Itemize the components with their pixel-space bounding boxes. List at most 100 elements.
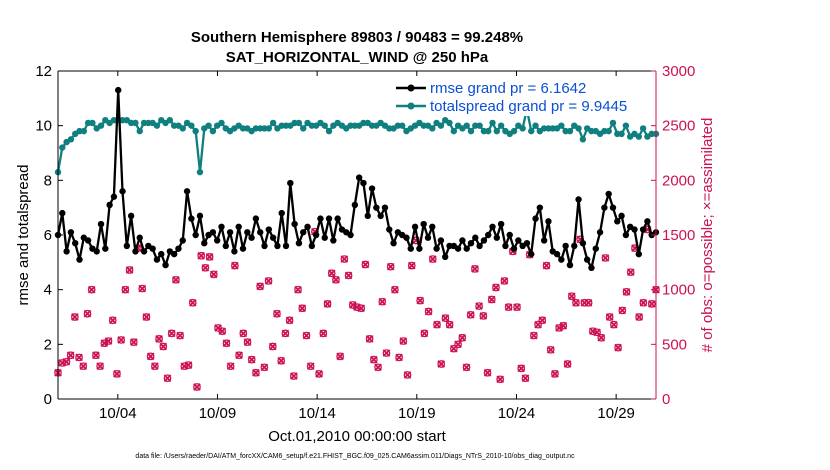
y-tick-left-label: 8 <box>44 172 52 189</box>
rmse-point <box>67 229 75 236</box>
rmse-point <box>312 231 320 239</box>
obs-assimilated-marker <box>542 261 551 270</box>
obs-possible-marker <box>239 329 248 338</box>
legend-rmse-label: rmse grand pr = 6.1642 <box>430 80 586 97</box>
rmse-point <box>429 223 436 230</box>
y-tick-left-label: 0 <box>44 391 52 408</box>
obs-assimilated-marker <box>365 335 374 343</box>
obs-assimilated-marker <box>344 271 353 280</box>
legend-spread-label: totalspread grand pr = 9.9445 <box>430 98 627 115</box>
rmse-point <box>368 185 376 192</box>
obs-possible-marker <box>281 329 290 338</box>
obs-assimilated-marker <box>252 368 260 377</box>
totalspread-point <box>166 117 174 124</box>
totalspread-point <box>485 127 492 135</box>
rmse-point <box>321 234 328 241</box>
obs-assimilated-marker <box>500 277 509 285</box>
rmse-point <box>282 242 290 250</box>
totalspread-point <box>532 122 539 129</box>
rmse-point <box>566 261 574 269</box>
obs-assimilated-marker <box>327 269 336 278</box>
obs-assimilated-marker <box>374 363 382 372</box>
rmse-point <box>605 190 612 198</box>
rmse-point <box>644 218 651 225</box>
obs-possible-marker <box>542 261 551 270</box>
rmse-point <box>510 245 518 252</box>
obs-possible-marker <box>601 254 610 262</box>
obs-possible-marker <box>188 298 197 307</box>
obs-assimilated-marker <box>205 253 214 261</box>
obs-assimilated-marker <box>167 329 176 338</box>
x-tick-label: 10/29 <box>597 405 635 422</box>
y-tick-right-label: 2500 <box>662 118 695 135</box>
obs-possible-marker <box>268 342 277 351</box>
obs-assimilated-marker <box>336 352 344 361</box>
totalspread-point <box>295 119 303 127</box>
obs-possible-marker <box>298 304 307 313</box>
rmse-point <box>579 240 587 247</box>
rmse-point <box>407 245 414 252</box>
obs-possible-marker <box>264 277 273 285</box>
rmse-point <box>411 223 419 230</box>
x-tick-label: 10/19 <box>398 405 436 422</box>
obs-possible-marker <box>610 320 618 329</box>
rmse-point <box>364 212 371 220</box>
rmse-point <box>485 231 492 239</box>
rmse-point <box>635 250 642 258</box>
obs-possible-marker <box>315 370 323 378</box>
obs-possible-marker <box>487 295 496 304</box>
obs-assimilated-marker <box>546 345 555 354</box>
obs-assimilated-marker <box>231 261 239 270</box>
obs-possible-marker <box>92 351 100 360</box>
obs-assimilated-marker <box>605 313 614 321</box>
obs-assimilated-marker <box>639 298 648 307</box>
obs-assimilated-marker <box>370 355 378 364</box>
obs-assimilated-marker <box>298 304 307 313</box>
legend-spread-marker <box>407 102 415 110</box>
obs-assimilated-marker <box>357 304 366 313</box>
obs-assimilated-marker <box>492 283 500 292</box>
rmse-point <box>252 215 260 222</box>
rmse-point <box>480 237 488 244</box>
obs-possible-marker <box>121 285 130 294</box>
obs-assimilated-marker <box>521 374 530 383</box>
obs-assimilated-marker <box>294 285 302 294</box>
totalspread-point <box>510 127 518 135</box>
obs-assimilated-marker <box>504 303 513 311</box>
obs-possible-marker <box>424 307 433 316</box>
obs-assimilated-marker <box>647 300 656 308</box>
rmse-point <box>231 248 238 255</box>
obs-assimilated-marker <box>610 320 618 329</box>
obs-possible-marker <box>344 271 353 280</box>
totalspread-point <box>635 133 642 140</box>
y-tick-right-label: 500 <box>662 336 687 353</box>
obs-possible-marker <box>155 335 163 343</box>
obs-assimilated-marker <box>142 313 151 321</box>
obs-assimilated-marker <box>483 368 492 377</box>
rmse-point <box>119 188 126 195</box>
obs-assimilated-marker <box>193 383 201 391</box>
rmse-point <box>257 229 264 236</box>
y-tick-left-label: 2 <box>44 336 52 353</box>
rmse-point <box>140 248 148 255</box>
obs-possible-marker <box>551 370 559 378</box>
obs-assimilated-marker <box>66 351 75 360</box>
obs-assimilated-marker <box>403 371 412 379</box>
totalspread-point <box>605 127 612 135</box>
rmse-point <box>265 226 273 233</box>
obs-possible-marker <box>391 285 399 294</box>
obs-possible-marker <box>374 363 382 372</box>
obs-possible-marker <box>365 335 374 343</box>
totalspread-point <box>450 127 457 135</box>
obs-assimilated-marker <box>302 331 311 340</box>
obs-assimilated-marker <box>96 362 104 371</box>
obs-assimilated-marker <box>289 372 298 380</box>
obs-possible-marker <box>159 342 168 351</box>
chart-title-line-1: Southern Hemisphere 89803 / 90483 = 99.2… <box>191 29 523 46</box>
obs-assimilated-marker <box>121 285 130 294</box>
obs-assimilated-marker <box>340 255 349 263</box>
obs-assimilated-marker <box>108 316 117 325</box>
obs-assimilated-marker <box>117 336 126 344</box>
obs-assimilated-marker <box>618 306 627 315</box>
totalspread-point <box>209 127 217 135</box>
